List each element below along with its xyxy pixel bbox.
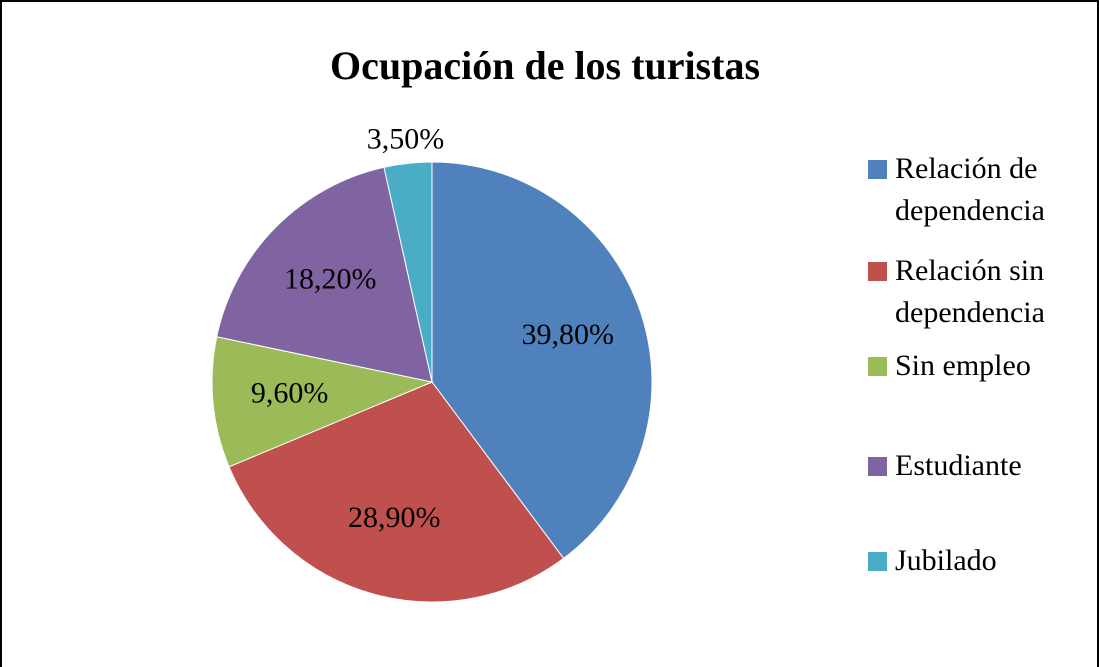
- pie-slice: [431, 161, 653, 560]
- chart-title: Ocupación de los turistas: [330, 43, 760, 88]
- legend-swatch: [868, 262, 887, 281]
- legend-label: Jubilado: [895, 544, 997, 577]
- pie-slice: [383, 161, 433, 383]
- data-label: 3,50%: [367, 122, 445, 155]
- legend-item: Relación sin dependencia: [868, 250, 1093, 334]
- pie-slice: [211, 336, 434, 468]
- legend-item: Estudiante: [868, 445, 1093, 487]
- legend-label: Estudiante: [895, 449, 1022, 482]
- data-label: 28,90%: [348, 501, 441, 534]
- legend-item: Sin empleo: [868, 345, 1093, 387]
- legend-label: Relación de dependencia: [895, 152, 1045, 227]
- legend-item: Jubilado: [868, 540, 1093, 582]
- legend-swatch: [868, 357, 887, 376]
- legend-label: Relación sin dependencia: [895, 254, 1045, 329]
- legend-label: Sin empleo: [895, 349, 1031, 382]
- legend-swatch: [868, 552, 887, 571]
- data-label: 39,80%: [521, 318, 614, 351]
- legend-swatch: [868, 160, 887, 179]
- pie-slice: [216, 166, 433, 383]
- data-label: 9,60%: [251, 376, 329, 409]
- data-label: 18,20%: [284, 262, 377, 295]
- legend-swatch: [868, 457, 887, 476]
- legend-item: Relación de dependencia: [868, 148, 1093, 232]
- pie-slice: [228, 381, 565, 603]
